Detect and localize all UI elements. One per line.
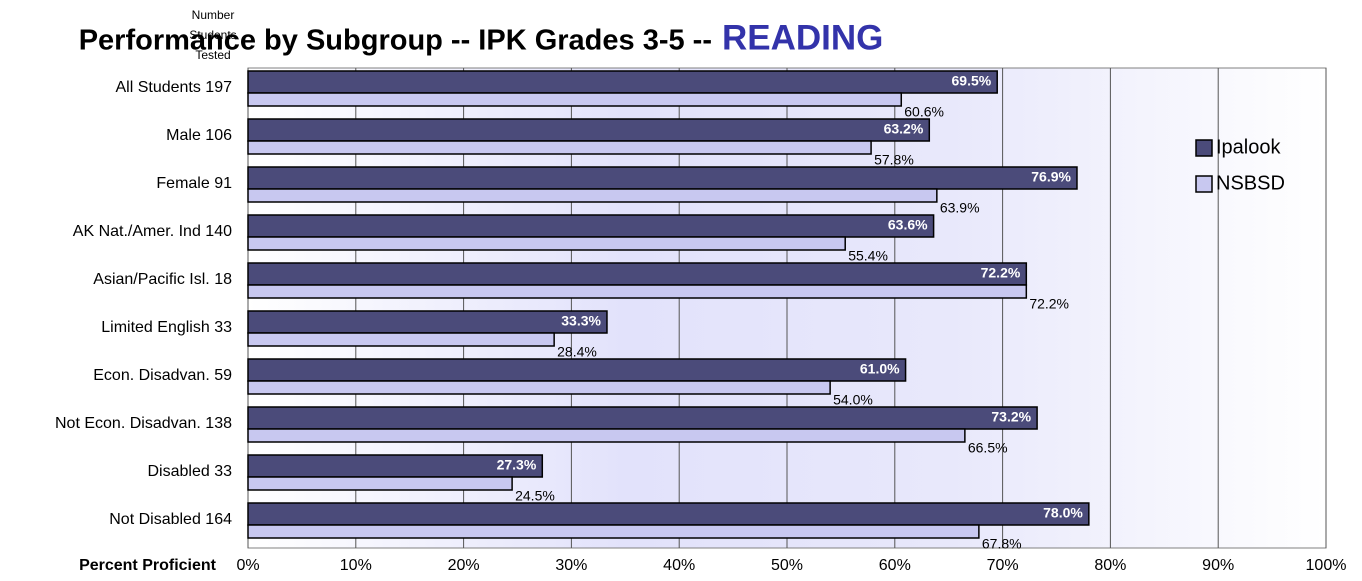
bar (247, 262, 1028, 286)
y-tick-label: Male 106 (166, 127, 232, 144)
data-label: 24.5% (515, 488, 555, 504)
y-tick-label: All Students 197 (115, 79, 232, 96)
bar (247, 406, 1038, 430)
data-label: 28.4% (557, 344, 597, 360)
y-tick-label: Not Econ. Disadvan. 138 (55, 415, 232, 432)
bar (247, 118, 931, 142)
x-tick-label: 70% (987, 557, 1019, 574)
chart-title-highlight: READING (722, 18, 883, 57)
data-label: 63.9% (940, 200, 980, 216)
bar (247, 188, 938, 203)
bar (247, 502, 1090, 526)
y-tick-label: AK Nat./Amer. Ind 140 (73, 223, 232, 240)
bar (247, 380, 831, 395)
y-header: Number (192, 8, 235, 22)
x-tick-label: 50% (771, 557, 803, 574)
bar (247, 70, 998, 94)
bar (247, 428, 966, 443)
data-label: 27.3% (497, 457, 537, 473)
data-label: 66.5% (968, 440, 1008, 456)
data-label: 57.8% (874, 152, 914, 168)
bar (247, 284, 1028, 299)
x-tick-label: 100% (1306, 557, 1347, 574)
data-label: 63.6% (888, 217, 928, 233)
x-tick-label: 40% (663, 557, 695, 574)
y-tick-label: Limited English 33 (101, 319, 232, 336)
x-axis-label: Percent Proficient (79, 557, 217, 574)
data-label: 73.2% (991, 409, 1031, 425)
bar (247, 524, 980, 539)
bar (247, 92, 903, 107)
bar (247, 236, 846, 251)
legend-label: Ipalook (1216, 136, 1281, 158)
y-tick-label: Female 91 (156, 175, 232, 192)
x-tick-label: 20% (448, 557, 480, 574)
x-tick-label: 80% (1094, 557, 1126, 574)
bar (247, 310, 608, 334)
data-label: 33.3% (561, 313, 601, 329)
bar (247, 332, 555, 347)
y-tick-label: Disabled 33 (148, 463, 233, 480)
legend-swatch (1195, 175, 1213, 193)
x-tick-label: 30% (555, 557, 587, 574)
data-label: 55.4% (848, 248, 888, 264)
legend-swatch (1195, 139, 1213, 157)
x-tick-label: 0% (236, 557, 259, 574)
data-label: 69.5% (952, 73, 992, 89)
data-label: 72.2% (981, 265, 1021, 281)
data-label: 61.0% (860, 361, 900, 377)
data-label: 60.6% (904, 104, 944, 120)
bar (247, 358, 907, 382)
bar (247, 166, 1078, 190)
y-tick-label: Asian/Pacific Isl. 18 (93, 271, 232, 288)
y-tick-label: Not Disabled 164 (109, 511, 232, 528)
y-tick-label: Econ. Disadvan. 59 (93, 367, 232, 384)
y-header: Tested (195, 48, 230, 62)
bar (247, 214, 935, 238)
x-tick-label: 10% (340, 557, 372, 574)
data-label: 76.9% (1031, 169, 1071, 185)
data-label: 54.0% (833, 392, 873, 408)
data-label: 63.2% (884, 121, 924, 137)
data-label: 67.8% (982, 536, 1022, 552)
bar (247, 476, 513, 491)
legend-label: NSBSD (1216, 172, 1285, 194)
x-tick-label: 90% (1202, 557, 1234, 574)
x-tick-label: 60% (879, 557, 911, 574)
data-label: 72.2% (1029, 296, 1069, 312)
bar (247, 140, 872, 155)
data-label: 78.0% (1043, 505, 1083, 521)
chart-title: Performance by Subgroup -- IPK Grades 3-… (79, 25, 712, 57)
y-header: Students (189, 28, 236, 42)
